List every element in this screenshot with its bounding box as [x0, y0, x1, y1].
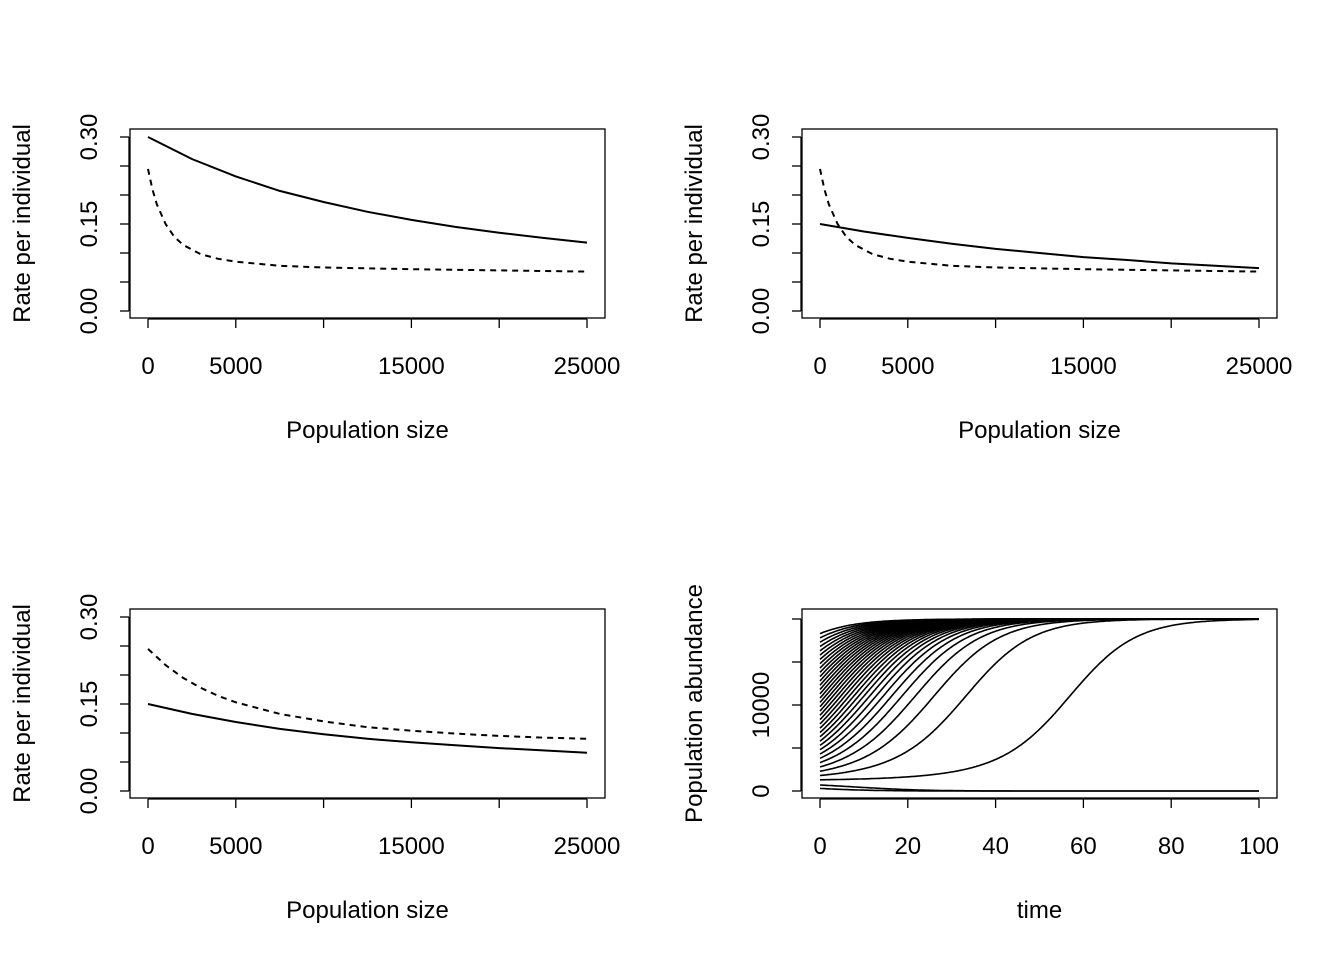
x-tick-label: 20	[894, 833, 921, 860]
y-tick-label: 0.15	[748, 201, 775, 248]
x-axis: 0 5000 15000 25000	[141, 318, 621, 380]
x-tick-label: 60	[1070, 833, 1097, 860]
y-tick-label: 0.30	[76, 114, 103, 161]
dashed-rate-line	[147, 648, 588, 740]
y-tick-label: 0.15	[76, 201, 103, 248]
x-tick-label: 15000	[1050, 353, 1117, 380]
y-tick-label: 0.30	[748, 114, 775, 161]
x-tick-label: 80	[1158, 833, 1185, 860]
x-tick-label: 0	[813, 833, 826, 860]
y-axis-label: Rate per individual	[681, 124, 708, 323]
x-axis: 0 20 40 60 80 100	[813, 798, 1279, 860]
x-tick-label: 5000	[209, 833, 262, 860]
plot-frame	[801, 608, 1278, 799]
x-tick-label: 100	[1239, 833, 1279, 860]
x-tick-label: 15000	[378, 833, 445, 860]
x-axis-label: Population size	[958, 417, 1121, 444]
dashed-rate-line	[819, 168, 1260, 273]
y-tick-label: 0.00	[748, 288, 775, 335]
plot-frame	[129, 128, 606, 319]
y-tick-label: 0	[748, 784, 775, 797]
x-tick-label: 40	[982, 833, 1009, 860]
x-tick-label: 25000	[554, 833, 621, 860]
y-axis: 0.00 0.15 0.30	[76, 594, 130, 815]
solid-rate-line	[819, 223, 1260, 270]
y-tick-label: 0.15	[76, 681, 103, 728]
y-axis: 0 10000	[748, 618, 802, 798]
x-tick-label: 0	[141, 353, 154, 380]
abundance-trajectory-1300	[820, 618, 1259, 781]
x-axis-label: Population size	[286, 417, 449, 444]
solid-rate-line	[147, 136, 588, 244]
x-tick-label: 15000	[378, 353, 445, 380]
x-tick-label: 0	[813, 353, 826, 380]
y-tick-label: 0.30	[76, 594, 103, 641]
y-tick-label: 10000	[748, 672, 775, 739]
y-tick-label: 0.00	[76, 768, 103, 815]
y-tick-label: 0.00	[76, 288, 103, 335]
y-axis-label: Population abundance	[681, 584, 708, 823]
x-axis: 0 5000 15000 25000	[141, 798, 621, 860]
x-tick-label: 25000	[1226, 353, 1293, 380]
x-axis-label: Population size	[286, 897, 449, 924]
plot-frame	[129, 608, 606, 799]
panel-abundance-time: 0 20 40 60 80 100 time 0 10000 Population abundan…	[681, 584, 1279, 924]
x-tick-label: 5000	[209, 353, 262, 380]
x-axis: 0 5000 15000 25000	[813, 318, 1293, 380]
plot-frame	[801, 128, 1278, 319]
abundance-trajectory-700	[820, 784, 1259, 792]
dashed-rate-line	[147, 168, 588, 273]
x-tick-label: 25000	[554, 353, 621, 380]
x-axis-label: time	[1017, 897, 1062, 924]
solid-rate-line	[147, 703, 588, 754]
trajectory-lines	[819, 618, 1259, 792]
x-tick-label: 5000	[881, 353, 934, 380]
y-axis: 0.00 0.15 0.30	[748, 114, 802, 335]
y-axis-label: Rate per individual	[9, 124, 36, 323]
y-axis-label: Rate per individual	[9, 604, 36, 803]
abundance-trajectory-18300	[819, 618, 1259, 635]
y-axis: 0.00 0.15 0.30	[76, 114, 130, 335]
x-tick-label: 0	[141, 833, 154, 860]
